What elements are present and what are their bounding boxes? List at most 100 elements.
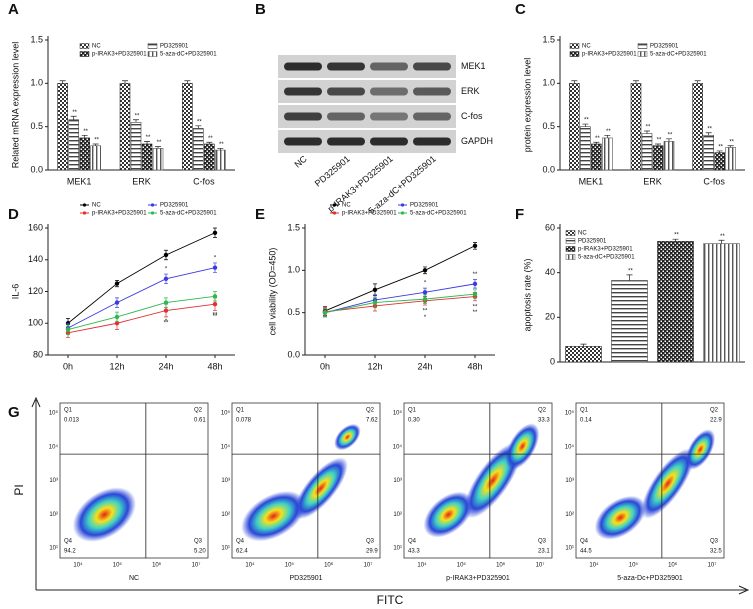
y-tick-label: 10⁴ — [393, 443, 403, 450]
legend-swatch — [637, 43, 648, 49]
significance: ** — [423, 309, 428, 315]
legend-label: 5-aza-dC+PD325901 — [410, 211, 467, 217]
y-tick-label: 10² — [565, 512, 574, 518]
y-tick-label: 10⁴ — [221, 443, 231, 450]
error-bar — [133, 119, 139, 123]
x-tick-label: 10⁶ — [668, 562, 678, 569]
line — [324, 296, 476, 313]
sample-label: NC — [129, 575, 139, 582]
y-axis-label: IL-6 — [10, 284, 20, 300]
error-bar — [672, 238, 679, 242]
point — [422, 268, 428, 273]
protein-label: ERK — [461, 86, 480, 96]
y-tick-label: 100 — [28, 318, 43, 328]
significance: ** — [83, 129, 88, 135]
sample-label: PD325901 — [313, 154, 352, 189]
error-bar — [644, 130, 650, 134]
quadrant-value: 23.1 — [538, 549, 550, 555]
error-bar — [705, 132, 712, 136]
legend-point — [82, 211, 87, 215]
density-cluster — [293, 457, 348, 520]
x-tick-label: 48h — [467, 361, 482, 371]
blot-band — [284, 87, 322, 96]
density-cluster — [72, 487, 136, 542]
protein-label: GAPDH — [461, 136, 493, 146]
blot-band — [413, 112, 451, 121]
y-tick-label: 0.5 — [287, 307, 300, 317]
y-axis-label: PI — [12, 484, 26, 495]
significance: * — [424, 315, 427, 321]
significance: * — [424, 281, 427, 287]
bar — [714, 152, 725, 171]
error-bar — [655, 143, 661, 146]
x-tick-label: 10⁴ — [73, 562, 83, 569]
quadrant-value: 0.61 — [194, 418, 206, 424]
legend-swatch — [565, 230, 576, 236]
panel-letter: F — [515, 206, 524, 223]
x-tick-label: 24h — [417, 361, 432, 371]
point — [372, 287, 378, 293]
legend-label: NC — [92, 44, 101, 50]
significance: ** — [718, 145, 723, 151]
error-bar — [604, 134, 611, 138]
error-bar — [593, 141, 600, 144]
density-cluster — [241, 490, 306, 542]
error-bar — [92, 143, 99, 146]
blot-band — [327, 112, 365, 121]
bar — [569, 83, 580, 171]
quadrant-value: 0.013 — [64, 418, 80, 424]
quadrant-name: Q2 — [194, 408, 203, 414]
panel-letter: G — [8, 404, 20, 421]
point — [114, 314, 120, 320]
quadrant-name: Q1 — [408, 408, 417, 414]
significance: ** — [473, 304, 478, 310]
x-axis-label: FITC — [377, 593, 404, 607]
x-tick-label: 12h — [109, 361, 124, 371]
error-bar — [59, 80, 66, 84]
bar — [68, 119, 79, 171]
significance: ** — [157, 140, 162, 146]
legend-swatch — [147, 43, 158, 49]
y-tick-label: 10² — [49, 512, 58, 518]
y-axis-label: apoptosis rate (%) — [522, 258, 532, 331]
quadrant-name: Q3 — [538, 539, 547, 545]
y-tick-label: 40 — [545, 267, 555, 277]
significance: ** — [668, 132, 673, 138]
protein-label: C-fos — [461, 111, 483, 121]
blot-band — [370, 137, 408, 146]
blot-band — [370, 87, 408, 96]
legend-label: NC — [342, 203, 351, 209]
legend-label: p-IRAK3+PD325901 — [578, 247, 633, 253]
error-bar — [217, 147, 224, 151]
error-bar — [122, 80, 128, 84]
panel-letter: D — [8, 206, 19, 223]
y-tick-label: 10³ — [393, 478, 402, 484]
x-tick-label: 10⁴ — [245, 562, 255, 569]
significance: ** — [628, 268, 633, 274]
density-cluster — [334, 423, 361, 451]
quadrant-value: 7.62 — [366, 418, 378, 424]
x-tick-label: 10⁷ — [708, 562, 717, 569]
point — [212, 230, 218, 235]
line — [324, 283, 476, 314]
legend-point — [82, 203, 87, 207]
y-axis-label: cell viability (OD=450) — [267, 248, 277, 336]
point — [212, 265, 218, 270]
quadrant-name: Q1 — [64, 408, 73, 414]
legend-label: PD325901 — [650, 44, 679, 50]
y-tick-label: 10² — [221, 512, 230, 518]
sample-label: NC — [292, 153, 309, 169]
point — [163, 252, 169, 258]
point — [472, 243, 478, 248]
x-tick-label: 10⁴ — [417, 562, 427, 569]
bar — [130, 122, 142, 171]
line — [67, 232, 216, 324]
point — [422, 290, 428, 295]
x-tick-label: C-fos — [703, 176, 725, 186]
legend-swatch — [565, 254, 576, 260]
y-tick-label: 1.0 — [287, 265, 300, 275]
y-tick-label: 0.5 — [30, 121, 43, 131]
error-bar — [195, 125, 202, 129]
x-tick-label: ERK — [643, 176, 662, 186]
point — [114, 300, 120, 305]
